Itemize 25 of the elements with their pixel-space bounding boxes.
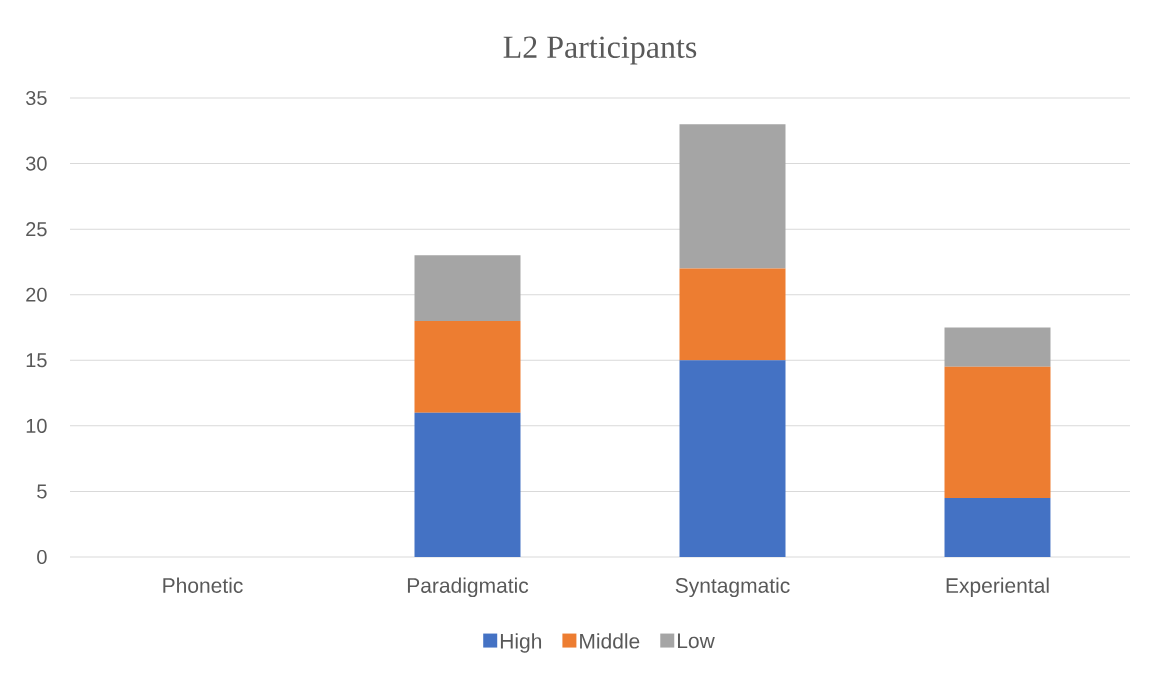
- x-tick-label: Phonetic: [163, 577, 243, 593]
- legend-label: Middle: [580, 633, 640, 649]
- y-tick-label: 0: [37, 549, 47, 565]
- chart-title: L2 Participants: [503, 36, 697, 65]
- bar: [414, 255, 521, 321]
- bar: [944, 327, 1051, 367]
- x-tick-label: Syntagmatic: [675, 577, 790, 598]
- y-tick-label: 25: [26, 222, 47, 237]
- bar: [679, 360, 786, 557]
- y-tick-label: 5: [37, 484, 47, 499]
- legend-label: Low: [677, 633, 715, 649]
- y-tick-label: 30: [25, 156, 47, 171]
- bar: [944, 366, 1051, 498]
- bar: [414, 320, 521, 413]
- bar: [679, 268, 786, 361]
- x-tick-label: Experiental: [946, 577, 1049, 598]
- y-tick-label: 15: [26, 353, 47, 368]
- x-tick-label: Paradigmatic: [407, 577, 529, 598]
- y-tick-label: 10: [26, 418, 47, 433]
- y-tick-label: 20: [26, 287, 47, 302]
- legend-label: High: [500, 633, 542, 653]
- bar: [679, 124, 786, 269]
- bar: [414, 412, 521, 557]
- y-tick-label: 35: [25, 90, 47, 106]
- bar: [944, 497, 1051, 557]
